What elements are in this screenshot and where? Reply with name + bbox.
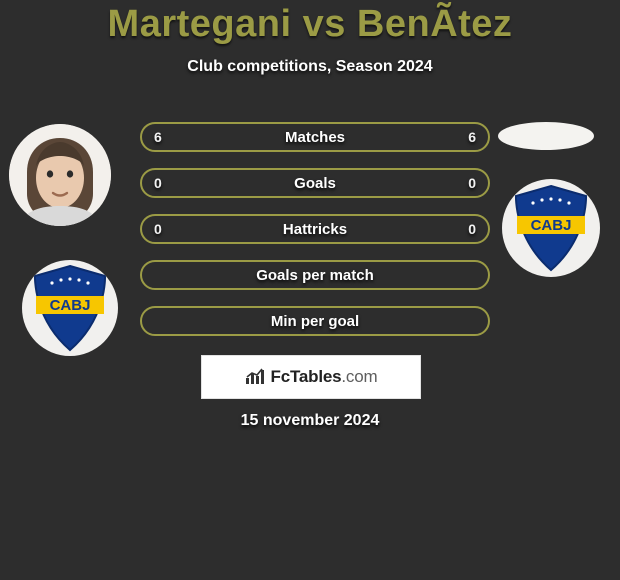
stat-label: Hattricks	[283, 221, 347, 238]
stat-right-value: 0	[468, 170, 476, 196]
stat-label: Goals	[294, 175, 336, 192]
stat-row: Goals per match	[140, 260, 490, 290]
player-left-avatar	[9, 124, 111, 226]
club-left-badge: CABJ	[22, 260, 118, 356]
stats-table: 6 Matches 6 0 Goals 0 0 Hattricks 0 Goal…	[140, 122, 490, 352]
shield-icon: CABJ	[512, 184, 590, 272]
stat-label: Matches	[285, 129, 345, 146]
branding-text: FcTables.com	[271, 367, 378, 387]
stat-left-value: 6	[154, 124, 162, 150]
stat-left-value: 0	[154, 170, 162, 196]
branding-suffix: .com	[341, 367, 377, 386]
footer-date: 15 november 2024	[0, 412, 620, 430]
stat-right-value: 6	[468, 124, 476, 150]
branding-box[interactable]: FcTables.com	[201, 355, 421, 399]
crest-text: CABJ	[50, 297, 91, 314]
stat-label: Min per goal	[271, 313, 359, 330]
stat-row: 6 Matches 6	[140, 122, 490, 152]
page-title: Martegani vs BenÃtez	[0, 0, 620, 46]
club-right-badge: CABJ	[502, 179, 600, 277]
face-icon	[9, 124, 111, 226]
comparison-card: Martegani vs BenÃtez Club competitions, …	[0, 0, 620, 580]
crest-text: CABJ	[531, 217, 572, 234]
stat-row: Min per goal	[140, 306, 490, 336]
shield-icon: CABJ	[31, 264, 109, 352]
barchart-icon	[245, 368, 267, 386]
stat-right-value: 0	[468, 216, 476, 242]
stat-label: Goals per match	[256, 267, 374, 284]
branding-name: FcTables	[271, 367, 342, 386]
page-subtitle: Club competitions, Season 2024	[0, 58, 620, 76]
player-right-avatar	[498, 122, 594, 150]
stat-row: 0 Hattricks 0	[140, 214, 490, 244]
stat-left-value: 0	[154, 216, 162, 242]
stat-row: 0 Goals 0	[140, 168, 490, 198]
